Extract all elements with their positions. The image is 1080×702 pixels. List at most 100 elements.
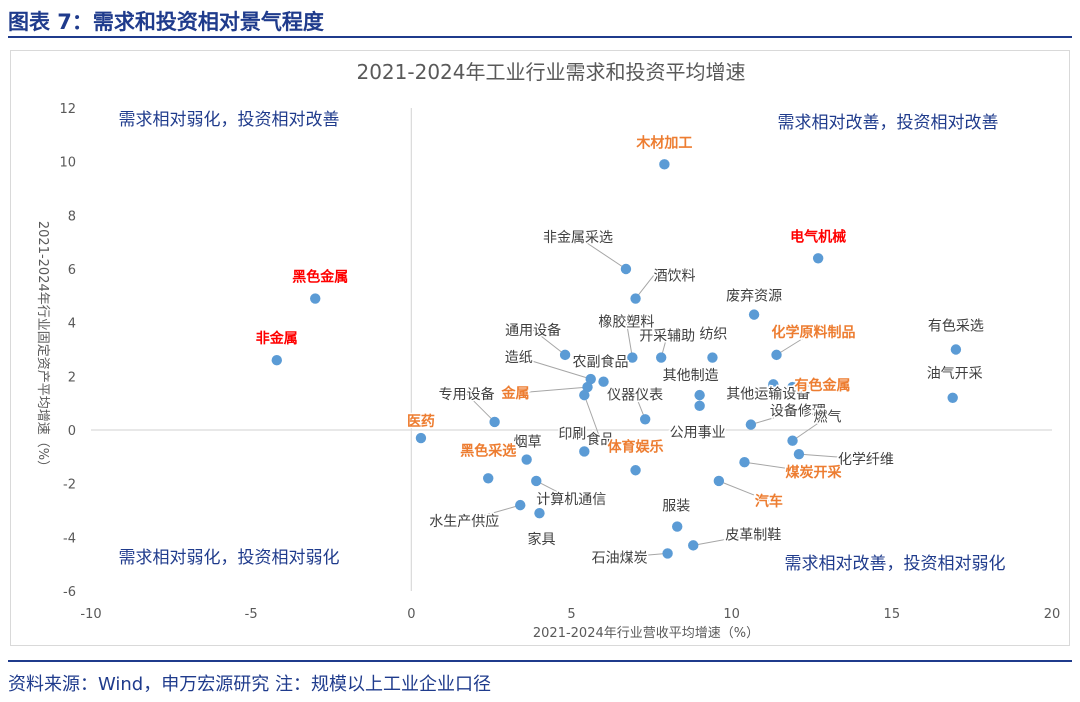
data-point [515,499,526,511]
title-divider [8,36,1072,38]
data-point [620,263,632,275]
data-point [768,379,779,390]
y-tick-label: 12 [59,102,76,117]
y-tick-label: -2 [63,478,76,493]
data-point [483,473,494,484]
data-label: 公用事业 [670,425,726,441]
data-label: 橡胶塑料 [598,314,654,331]
scatter-chart: 2021-2024年工业行业需求和投资平均增速 需求相对弱化，投资相对改善 需求… [35,60,1061,641]
data-label: 仪器仪表 [607,387,663,403]
y-axis-label: 2021-2024年行业固定资产平均增速（%） [35,221,50,473]
figure-title: 图表 7：需求和投资相对景气程度 [8,10,324,34]
leader-line [750,410,799,426]
data-label: 燃气 [814,409,842,426]
chart-frame: 2021-2024年工业行业需求和投资平均增速 需求相对弱化，投资相对改善 需求… [10,50,1070,646]
data-point [531,475,542,487]
data-label: 服装 [662,499,690,515]
data-label: 木材加工 [635,134,692,151]
quadrant-label-bottom-left: 需求相对弱化，投资相对弱化 [119,548,340,568]
data-point [559,349,571,361]
data-point [950,344,962,355]
x-tick-label: 20 [1044,607,1061,622]
data-label: 造纸 [505,350,533,366]
data-point [585,373,596,385]
leader-line [532,329,566,356]
chart-title: 2021-2024年工业行业需求和投资平均增速 [356,60,745,84]
data-label: 其他制造 [663,368,719,384]
y-tick-label: 2 [68,370,76,385]
leader-line [536,480,572,500]
leader-line [798,453,866,460]
data-point [627,352,638,363]
data-point [947,392,958,403]
data-point [271,355,282,366]
data-label: 煤炭开采 [785,464,842,481]
leader-line [466,393,495,423]
x-tick-label: 0 [407,607,415,622]
data-point [582,381,593,393]
data-label: 皮革制鞋 [725,527,781,543]
quadrant-label-bottom-right: 需求相对改善，投资相对弱化 [785,554,1006,574]
data-point [655,352,667,363]
y-tick-label: 0 [68,424,76,439]
data-point [579,389,590,401]
data-label: 汽车 [755,493,783,510]
data-label: 化学纤维 [838,452,894,468]
quadrant-label-top-right: 需求相对改善，投资相对改善 [778,113,999,133]
y-tick-label: 6 [68,263,76,278]
x-tick-label: 15 [884,607,901,622]
data-label: 有色金属 [795,377,851,394]
data-point [812,253,824,264]
source-note: 资料来源：Wind，申万宏源研究 注：规模以上工业企业口径 [8,674,491,695]
data-point [489,416,500,428]
data-label: 其他运输设备 [726,385,810,402]
data-label: 开采辅助 [639,329,695,345]
data-label: 医药 [407,413,435,430]
data-label: 化学原料制品 [772,324,856,341]
footer-divider [8,660,1072,662]
data-point [707,352,718,363]
data-point [688,540,699,551]
data-label: 黑色金属 [292,269,348,286]
data-label: 体育娱乐 [608,438,664,455]
data-point [787,435,798,446]
data-point [662,548,673,559]
leader-line [625,321,633,358]
data-point [694,389,705,401]
data-label: 废弃资源 [726,289,782,305]
data-point [694,400,705,412]
data-label: 水生产供应 [429,513,499,530]
data-point [534,507,545,519]
data-point [672,521,683,532]
data-point [630,465,641,476]
leader-line [744,461,814,473]
quadrant-label-top-left: 需求相对弱化，投资相对改善 [119,110,340,130]
data-label: 金属 [501,385,530,402]
x-tick-label: -5 [245,607,258,622]
data-label: 印刷 [558,426,586,442]
leader-line [718,480,770,502]
data-point [630,293,641,304]
data-label: 设备修理 [770,403,826,420]
data-label: 酒饮料 [654,269,696,285]
y-tick-label: -6 [63,585,76,600]
y-tick-label: 4 [68,317,76,332]
data-label: 烟草 [514,435,542,451]
data-label: 黑色采选 [460,442,516,459]
data-label: 石油煤炭 [592,550,648,566]
data-label: 电气机械 [790,228,846,245]
data-point [639,414,651,425]
leader-line [776,331,814,356]
data-point [713,475,725,487]
leader-line [583,394,601,440]
data-point [739,457,750,468]
data-label: 农副食品 [573,354,629,371]
data-label: 纺织 [699,327,727,343]
leader-line [577,236,627,270]
y-tick-label: -4 [63,531,76,546]
data-label: 家具 [527,531,555,548]
data-label: 食品 [586,431,614,448]
data-point [310,293,321,304]
x-axis-label: 2021-2024年行业营收平均增速（%） [533,626,759,641]
data-point [521,454,532,465]
